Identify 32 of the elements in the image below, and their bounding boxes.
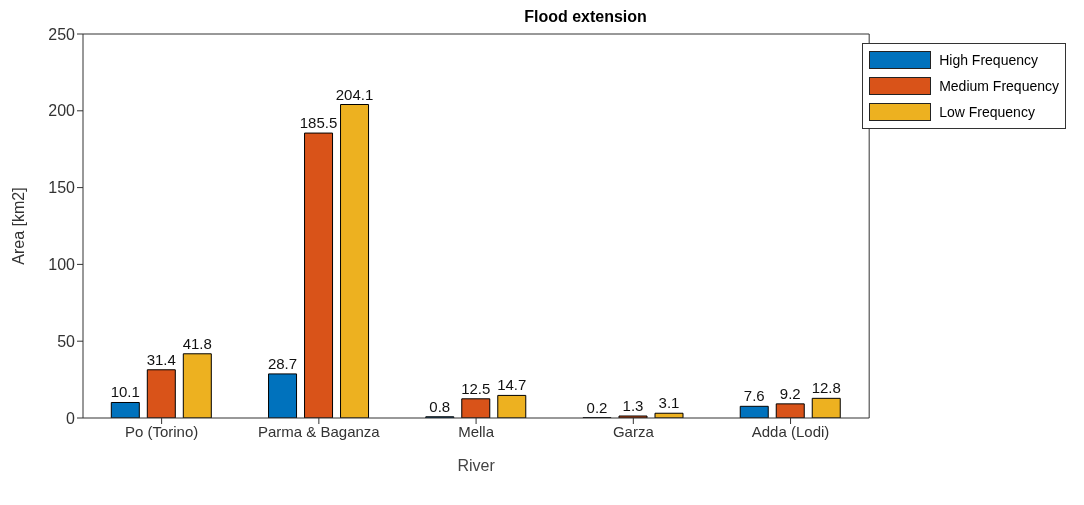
data-label: 12.8: [811, 379, 841, 397]
data-label: 31.4: [146, 350, 176, 368]
legend-label: Medium Frequency: [939, 78, 1059, 94]
x-tick-label: Mella: [458, 422, 495, 440]
data-label: 10.1: [110, 383, 140, 401]
x-tick-label: Po (Torino): [124, 422, 199, 440]
y-tick-label: 0: [66, 409, 76, 427]
y-tick-label: 150: [48, 179, 76, 197]
chart-title: Flood extension: [523, 8, 648, 26]
y-tick-label: 250: [48, 25, 76, 43]
y-tick-label: 100: [48, 256, 76, 274]
data-label: 12.5: [461, 379, 491, 397]
data-label: 28.7: [267, 354, 298, 372]
data-label: 0.2: [586, 398, 608, 416]
data-label: 3.1: [658, 394, 680, 412]
x-tick-label: Parma & Baganza: [257, 422, 381, 440]
data-label: 1.3: [622, 397, 644, 414]
y-tick-label: 200: [48, 102, 76, 120]
legend-label: Low Frequency: [939, 104, 1035, 120]
data-label: 41.8: [182, 334, 212, 352]
data-label: 204.1: [335, 85, 374, 103]
data-label: 7.6: [743, 387, 765, 405]
y-tick-label: 50: [57, 332, 76, 350]
x-tick-label: Garza: [612, 422, 655, 440]
data-label: 9.2: [779, 384, 801, 402]
legend-label: High Frequency: [939, 52, 1038, 68]
y-axis-title: Area [km2]: [9, 187, 27, 265]
data-label: 185.5: [299, 114, 338, 132]
data-label: 0.8: [429, 397, 451, 415]
x-axis-title: River: [457, 457, 496, 474]
x-tick-label: Adda (Lodi): [751, 422, 830, 440]
data-label: 14.7: [497, 376, 527, 394]
